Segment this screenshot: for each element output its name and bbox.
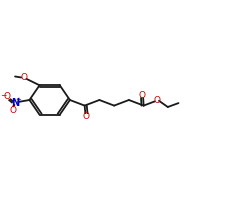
Text: O: O	[9, 106, 16, 115]
Text: O: O	[153, 96, 160, 105]
Text: −: −	[0, 91, 7, 100]
Text: O: O	[83, 112, 90, 121]
Text: N: N	[11, 98, 19, 108]
Text: O: O	[4, 92, 11, 101]
Text: O: O	[20, 73, 27, 82]
Text: O: O	[139, 90, 146, 99]
Text: +: +	[15, 97, 21, 103]
